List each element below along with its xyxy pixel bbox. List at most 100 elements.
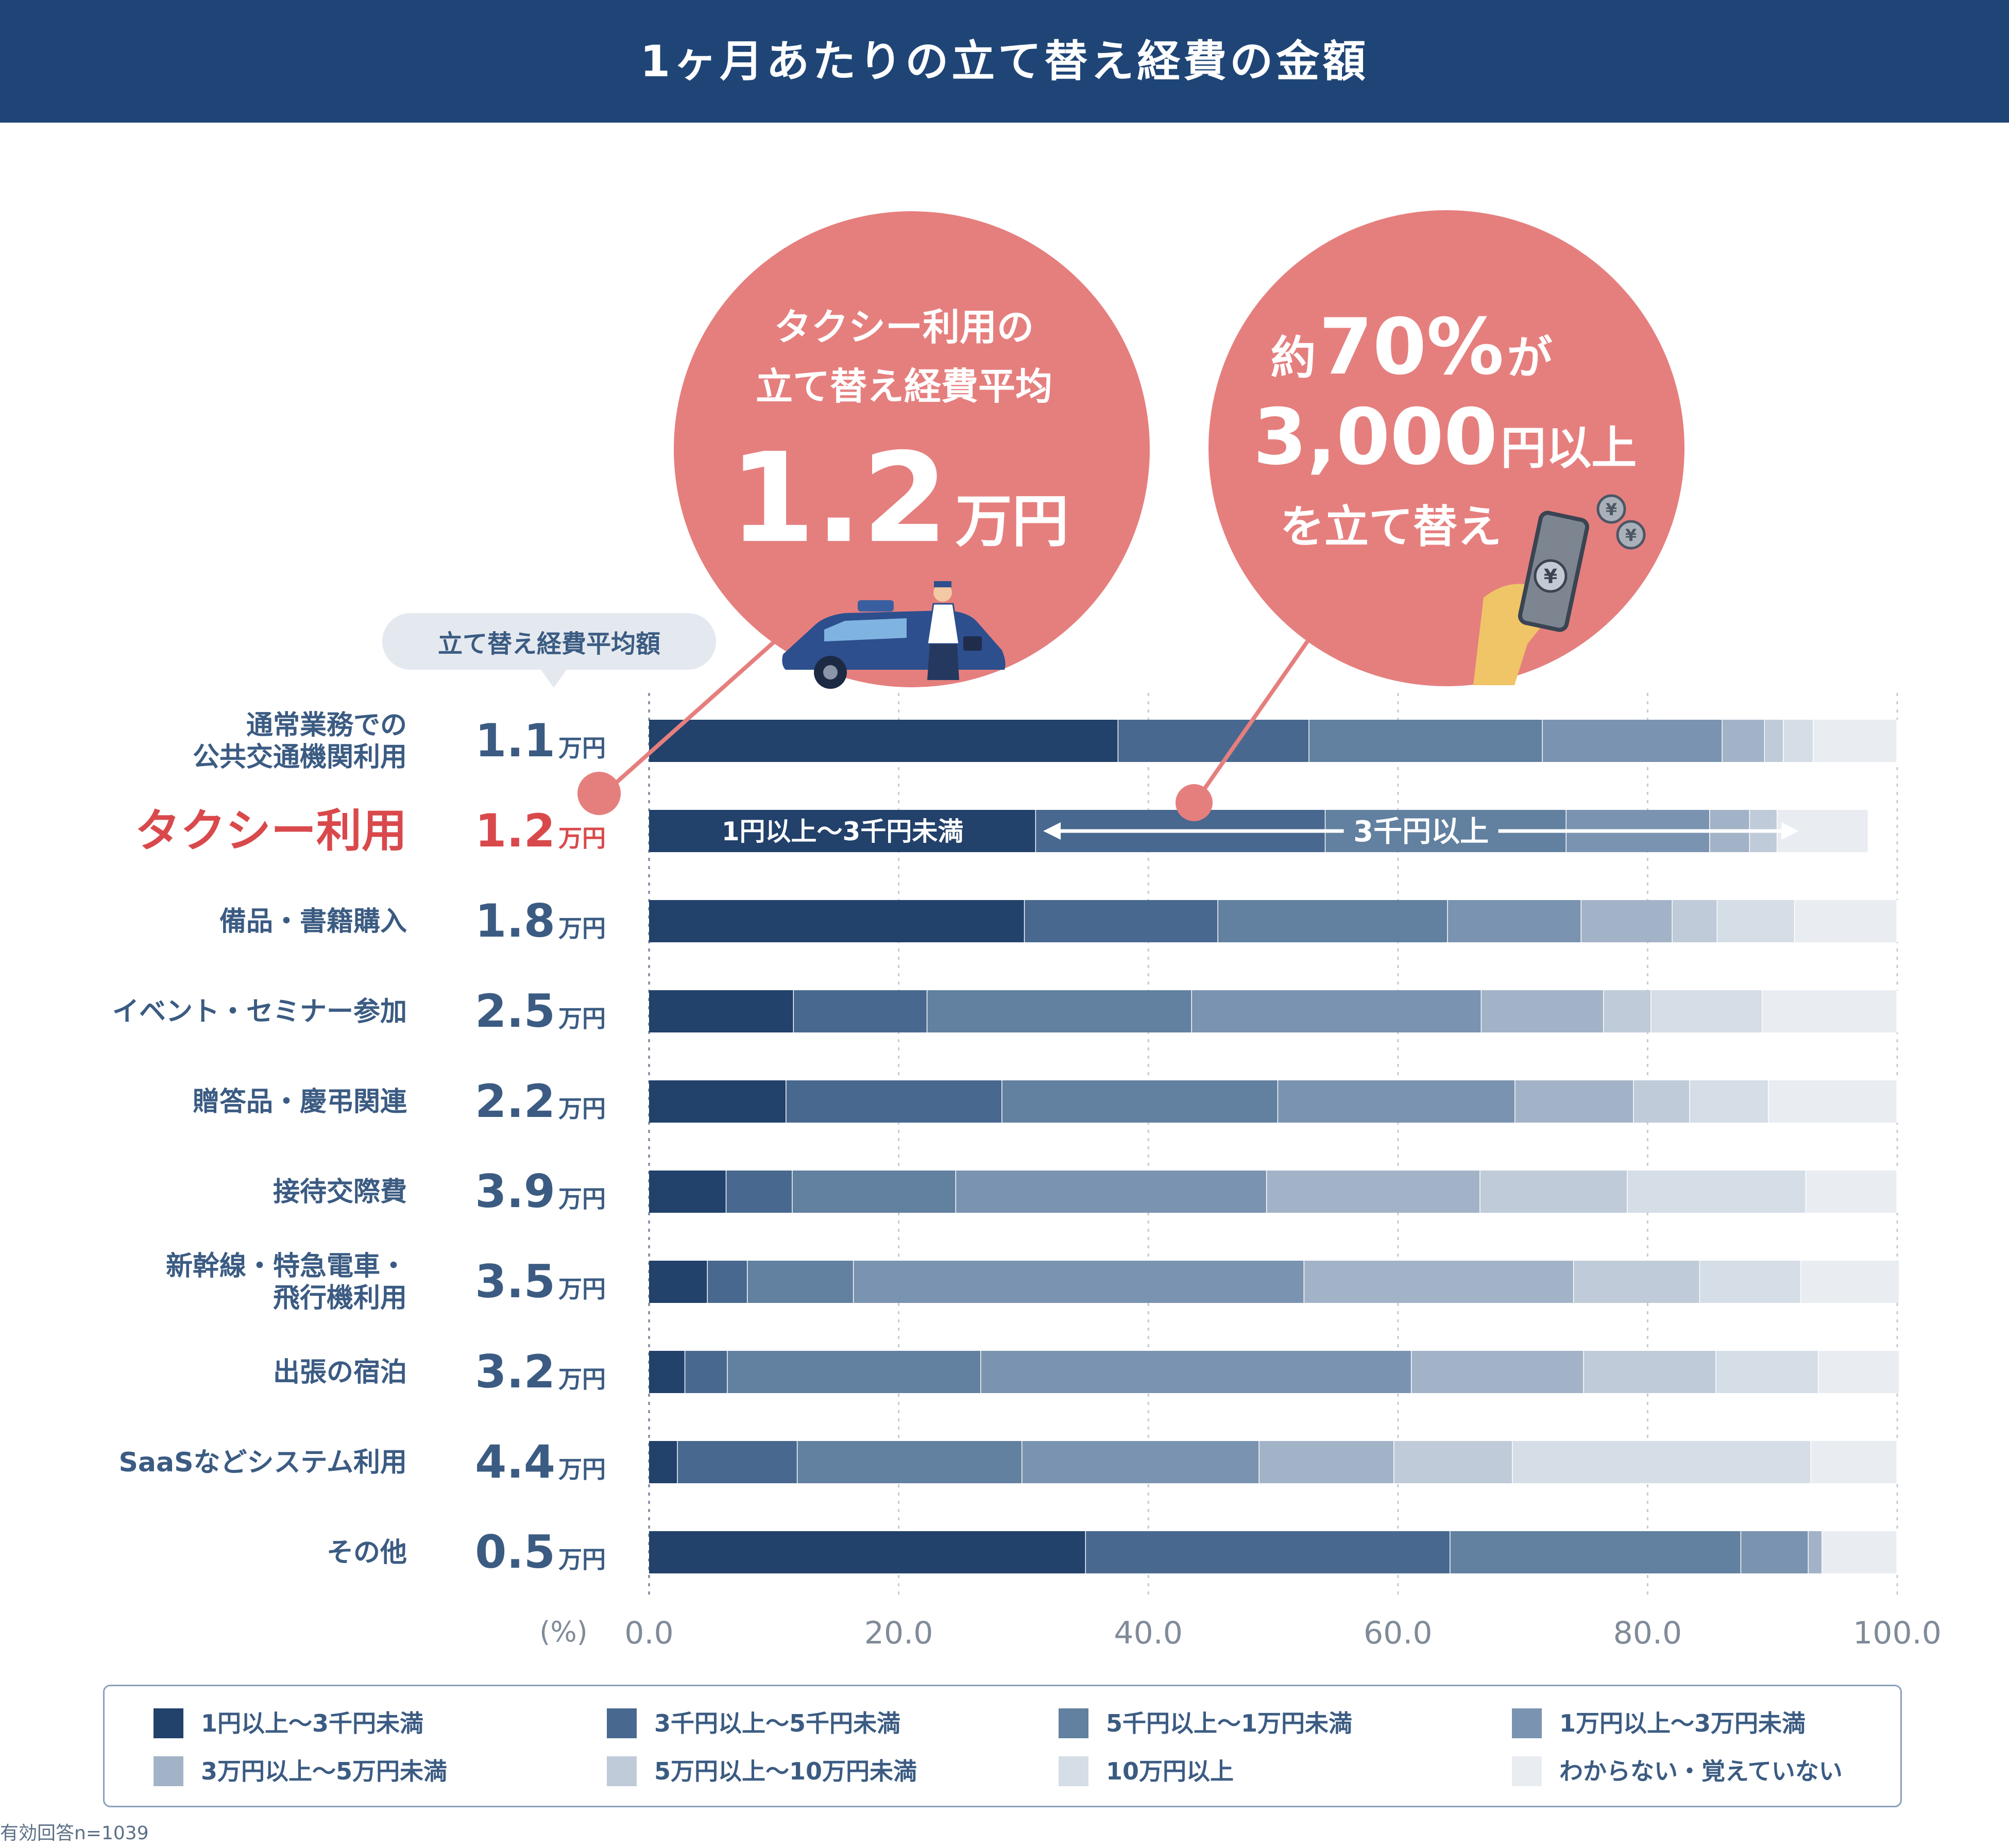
callout-right: 約70%が 3,000円以上 を立て替え ¥ ¥ ¥	[1176, 210, 1684, 821]
bar-segment	[1482, 990, 1604, 1032]
taxi-illustration	[782, 581, 1006, 689]
category-label: イベント・セミナー参加	[112, 996, 407, 1027]
category-label: その他	[327, 1537, 407, 1568]
callout-right-pointer	[1196, 635, 1313, 800]
legend-swatch	[154, 1756, 183, 1786]
bar-segment	[1480, 1171, 1628, 1213]
bar-segment	[1086, 1531, 1451, 1573]
bar-segment	[1765, 720, 1784, 762]
legend-swatch	[1059, 1756, 1088, 1786]
legend-swatch	[607, 1756, 637, 1786]
bar-segment	[1604, 990, 1652, 1032]
bar-segment	[1741, 1531, 1809, 1573]
category-average: 4.4 万円	[475, 1435, 606, 1488]
callout-right-line2: 3,000円以上	[1253, 393, 1637, 482]
bar-segment	[1259, 1441, 1394, 1483]
bar-segment	[1627, 1171, 1807, 1213]
callout-right-amount: 3,000	[1253, 393, 1497, 482]
category-label: タクシー利用	[135, 804, 407, 857]
bar-segment	[1700, 1261, 1801, 1303]
bar-segment	[649, 1171, 727, 1213]
footnote: 有効回答n=1039	[0, 1823, 149, 1844]
bar-segment	[797, 1441, 1023, 1483]
bar-segment	[854, 1261, 1305, 1303]
bar-segment	[1717, 900, 1795, 942]
category-label: 飛行機利用	[273, 1283, 407, 1314]
category-average-unit: 万円	[558, 1275, 606, 1303]
category-average-value: 1.2	[475, 804, 555, 857]
bar-segment	[1118, 720, 1309, 762]
legend-label: 10万円以上	[1106, 1757, 1234, 1785]
category-average: 1.8 万円	[475, 894, 606, 947]
x-tick-label: 100.0	[1853, 1615, 1942, 1651]
bar-segment	[1795, 900, 1897, 942]
callout-left-pointer	[604, 635, 781, 794]
bar-segment	[726, 1171, 793, 1213]
bar-segment	[794, 990, 928, 1032]
bar-segment	[1813, 720, 1897, 762]
legend-label: 5万円以上～10万円未満	[654, 1757, 917, 1785]
bar-segment	[1448, 900, 1581, 942]
bar-segment	[1762, 990, 1897, 1032]
bar-segment	[677, 1441, 798, 1483]
callout-left-dot	[577, 772, 621, 815]
bar-segment	[1801, 1261, 1900, 1303]
bar-segment	[1806, 1171, 1897, 1213]
legend-swatch	[1059, 1708, 1088, 1738]
category-average: 2.2 万円	[475, 1075, 606, 1128]
bar-segment	[1716, 1351, 1819, 1393]
callout-right-suffix: が	[1507, 331, 1553, 384]
bar-segment	[1722, 720, 1765, 762]
bar-segment	[727, 1351, 981, 1393]
bar-segment	[1768, 1080, 1897, 1123]
category-average-value: 2.2	[475, 1075, 555, 1128]
category-average-unit: 万円	[558, 1546, 606, 1573]
callout-right-amount-unit: 円以上	[1501, 421, 1637, 474]
x-tick-label: 20.0	[864, 1615, 933, 1651]
category-label: 接待交際費	[273, 1177, 407, 1208]
average-values: 1.1 万円1.2 万円1.8 万円2.5 万円2.2 万円3.9 万円3.5 万円3.2 万円…	[475, 714, 606, 1579]
callout-left: タクシー利用の 立て替え経費平均 1.2 万円	[577, 211, 1150, 815]
category-average-value: 4.4	[475, 1435, 555, 1488]
bar-segment	[1672, 900, 1718, 942]
taxi-annotation-right: 3千円以上	[1353, 815, 1489, 849]
callout-left-line1: タクシー利用の	[774, 306, 1034, 349]
legend-swatch	[1512, 1708, 1542, 1738]
svg-text:¥: ¥	[1606, 500, 1617, 519]
legend-label: 5千円以上～1万円未満	[1106, 1709, 1353, 1737]
legend-label: 3万円以上～5万円未満	[201, 1757, 448, 1785]
bar-segment	[649, 1261, 708, 1303]
header-bar: 1ヶ月あたりの立て替え経費の金額	[0, 0, 2009, 123]
category-label: SaaSなどシステム利用	[118, 1447, 407, 1478]
legend: 1円以上～3千円未満 3千円以上～5千円未満 5千円以上～1万円未満 1万円以上…	[103, 1685, 1902, 1807]
bar-segment	[649, 1531, 1086, 1573]
category-average-unit: 万円	[558, 1095, 606, 1123]
x-tick-label: 0.0	[624, 1615, 673, 1651]
bar-segment	[707, 1261, 748, 1303]
category-average: 3.2 万円	[475, 1345, 606, 1398]
bar-segment	[786, 1080, 1002, 1123]
bar-segment	[1633, 1080, 1690, 1123]
bar-segment	[649, 1351, 686, 1393]
x-tick-label: 80.0	[1613, 1615, 1682, 1651]
callout-right-dot	[1176, 784, 1213, 821]
callout-left-circle	[674, 211, 1150, 687]
bar-segment	[649, 720, 1119, 762]
bar-segment	[1584, 1351, 1716, 1393]
bar-segment	[1192, 990, 1482, 1032]
legend-label: 3千円以上～5千円未満	[654, 1709, 901, 1737]
category-average-value: 3.9	[475, 1165, 555, 1218]
category-average-unit: 万円	[558, 1365, 606, 1393]
callout-right-percent: 70%	[1319, 302, 1504, 392]
taxi-annotation-arrowhead-right	[1781, 822, 1799, 840]
legend-swatch	[1512, 1756, 1542, 1786]
legend-swatch	[607, 1708, 637, 1738]
bar-segment	[1304, 1261, 1574, 1303]
category-average: 3.5 万円	[475, 1255, 606, 1308]
bar-segment	[649, 1080, 787, 1123]
bar-segment	[981, 1351, 1412, 1393]
svg-text:¥: ¥	[1625, 525, 1637, 545]
bar-segment	[649, 900, 1025, 942]
taxi-annotation: 1円以上～3千円未満 3千円以上	[722, 815, 1799, 849]
bar-segment	[1267, 1171, 1480, 1213]
